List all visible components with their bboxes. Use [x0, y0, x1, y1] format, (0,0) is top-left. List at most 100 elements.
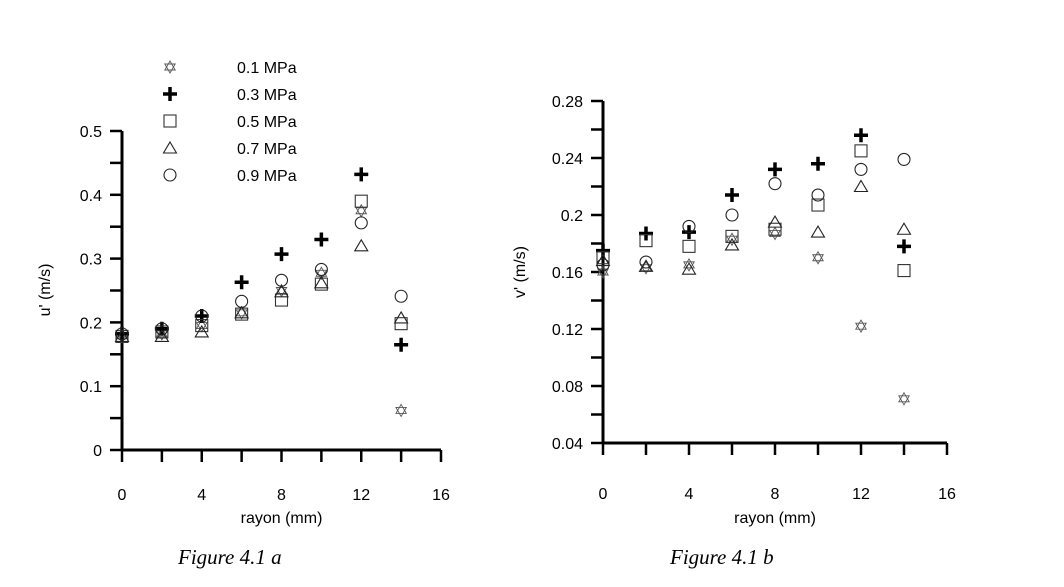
y-tick-label: 0.2 — [561, 208, 583, 225]
legend: 0.1 MPa 0.3 MPa 0.5 MPa 0.7 MPa 0.9 MPa — [162, 60, 297, 185]
data-point — [639, 226, 653, 241]
data-point — [354, 167, 369, 182]
x-tick-label: 8 — [771, 486, 780, 503]
data-point — [725, 188, 739, 203]
y-tick-label: 0.2 — [80, 315, 102, 332]
series-0-3-mpa — [596, 128, 911, 258]
x-tick-label: 16 — [938, 486, 956, 503]
x-tick-label: 0 — [599, 486, 608, 503]
y-axis-title: u' (m/s) — [37, 264, 54, 317]
data-point — [394, 289, 408, 303]
series-0-3-mpa — [115, 167, 409, 352]
data-point — [682, 219, 696, 233]
data-point — [640, 260, 652, 275]
data-point — [639, 255, 653, 269]
x-tick-label: 12 — [352, 487, 370, 504]
data-point — [896, 222, 912, 235]
x-tick-label: 16 — [432, 487, 450, 504]
data-point — [812, 250, 824, 265]
y-tick-label: 0.24 — [552, 151, 583, 168]
y-tick-label: 0.16 — [552, 265, 583, 282]
data-point — [724, 237, 740, 251]
x-axis-title: rayon (mm) — [241, 510, 323, 527]
legend-marker-circle — [163, 168, 177, 182]
data-point — [394, 337, 409, 352]
data-point — [394, 317, 408, 331]
data-point — [314, 277, 328, 291]
x-tick-label: 8 — [277, 487, 286, 504]
data-point — [275, 283, 288, 298]
y-tick-label: 0.28 — [552, 94, 583, 111]
data-point — [115, 327, 129, 341]
data-point — [115, 326, 129, 341]
data-point — [274, 247, 289, 262]
legend-label: 0.7 MPa — [237, 141, 297, 158]
y-tick-label: 0.4 — [80, 188, 102, 205]
legend-label: 0.5 MPa — [237, 114, 297, 131]
caption-figure-b: Figure 4.1 b — [670, 545, 774, 569]
legend-marker-triangle — [162, 140, 178, 154]
data-point — [811, 188, 825, 202]
data-point — [854, 144, 868, 158]
data-point — [596, 251, 610, 265]
legend-marker-plus — [163, 87, 177, 101]
y-tick-label: 0.12 — [552, 322, 583, 339]
data-point — [683, 257, 695, 272]
chart-b: 0 4 8 12 16 0.04 0.08 0.12 0.16 0.2 0.24 0.28 rayon … — [512, 94, 956, 527]
series-0-1-mpa — [597, 226, 910, 406]
data-point — [154, 329, 170, 342]
data-point — [639, 234, 653, 248]
y-tick-label: 0.1 — [80, 379, 102, 396]
series-0-7-mpa — [114, 238, 409, 342]
data-point — [854, 128, 868, 143]
x-axis-title: rayon (mm) — [734, 510, 816, 527]
legend-label: 0.1 MPa — [237, 60, 297, 77]
data-point — [810, 225, 826, 238]
x-tick-label: 4 — [197, 487, 206, 504]
series-0-9-mpa — [115, 216, 408, 341]
y-tick-label: 0.04 — [552, 436, 583, 453]
data-point — [855, 319, 867, 334]
data-point — [811, 156, 825, 171]
data-point — [897, 239, 911, 254]
series-0-1-mpa — [116, 203, 408, 418]
y-tick-label: 0 — [93, 443, 102, 460]
data-point — [314, 262, 328, 276]
data-point — [682, 239, 696, 253]
x-tick-label: 12 — [852, 486, 870, 503]
data-point — [853, 179, 869, 193]
data-point — [768, 222, 782, 236]
y-tick-label: 0.08 — [552, 379, 583, 396]
legend-label: 0.9 MPa — [237, 168, 297, 185]
data-point — [768, 177, 782, 191]
caption-figure-a: Figure 4.1 a — [178, 545, 282, 569]
series-0-7-mpa — [595, 179, 912, 275]
legend-marker-star — [164, 60, 176, 74]
data-point — [395, 403, 408, 418]
y-tick-label: 0.5 — [80, 124, 102, 141]
data-point — [194, 324, 210, 338]
data-point — [767, 215, 783, 228]
data-point — [314, 232, 329, 247]
chart-a: 0 4 8 12 16 0 0.1 0.2 0.3 0.4 0.5 rayon (mm) u' (m/s… — [37, 60, 450, 527]
data-point — [355, 203, 368, 218]
data-point — [234, 305, 250, 319]
data-point — [353, 238, 369, 252]
data-point — [354, 216, 368, 230]
data-point — [854, 162, 868, 176]
data-point — [234, 275, 249, 290]
data-point — [194, 309, 209, 324]
data-point — [897, 152, 911, 166]
data-point — [725, 229, 739, 243]
series-0-5-mpa — [596, 144, 911, 278]
x-tick-label: 4 — [685, 486, 694, 503]
data-point — [638, 259, 654, 272]
data-point — [155, 325, 169, 339]
data-point — [898, 391, 910, 406]
data-point — [596, 258, 610, 272]
data-point — [725, 208, 739, 222]
data-point — [768, 162, 782, 177]
y-tick-label: 0.3 — [80, 252, 102, 269]
data-point — [681, 262, 697, 275]
